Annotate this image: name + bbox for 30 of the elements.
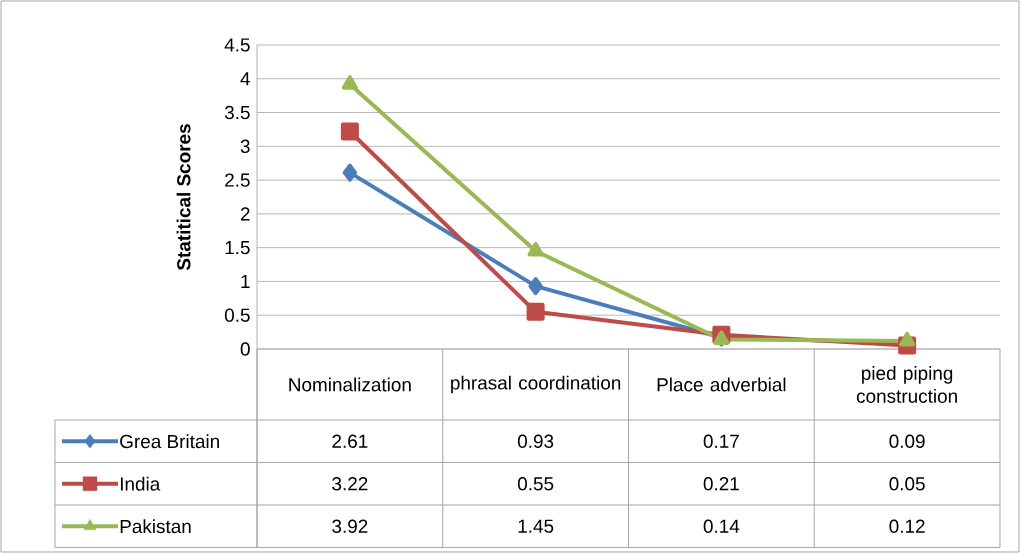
y-tick-label: 0	[240, 342, 250, 356]
legend-label: Pakistan	[120, 519, 191, 534]
x-tick-label: Place adverbial	[657, 377, 786, 392]
y-tick-label: 0.5	[224, 308, 250, 322]
data-label: 0.21	[703, 477, 739, 491]
y-tick-label: 3	[240, 139, 250, 154]
x-tick-label: phrasal coordination	[451, 375, 621, 394]
data-label: 0.55	[517, 477, 554, 491]
data-label: 0.93	[517, 434, 554, 448]
x-tick-label: pied piping construction	[856, 366, 957, 403]
data-label: 0.17	[703, 434, 739, 448]
data-label: 1.45	[518, 519, 554, 533]
data-label: 0.14	[703, 519, 740, 533]
y-axis-title: Statitical Scores	[176, 124, 191, 271]
data-label: 0.12	[889, 519, 925, 533]
data-label: 2.61	[332, 434, 368, 448]
data-label: 3.22	[332, 477, 368, 491]
y-tick-label: 3.5	[224, 105, 250, 120]
y-tick-label: 1	[241, 274, 250, 288]
x-tick-label: Nominalization	[289, 377, 411, 392]
data-label: 3.92	[332, 519, 368, 533]
y-tick-label: 2	[240, 207, 250, 221]
data-label: 0.05	[889, 477, 925, 491]
data-label: 0.09	[889, 434, 925, 448]
y-tick-label: 4.5	[224, 38, 250, 52]
legend-label: Grea Britain	[120, 434, 219, 449]
y-tick-label: 1.5	[225, 241, 250, 255]
legend-label: India	[120, 476, 161, 491]
y-tick-label: 2.5	[225, 173, 250, 187]
y-tick-label: 4	[240, 72, 250, 86]
